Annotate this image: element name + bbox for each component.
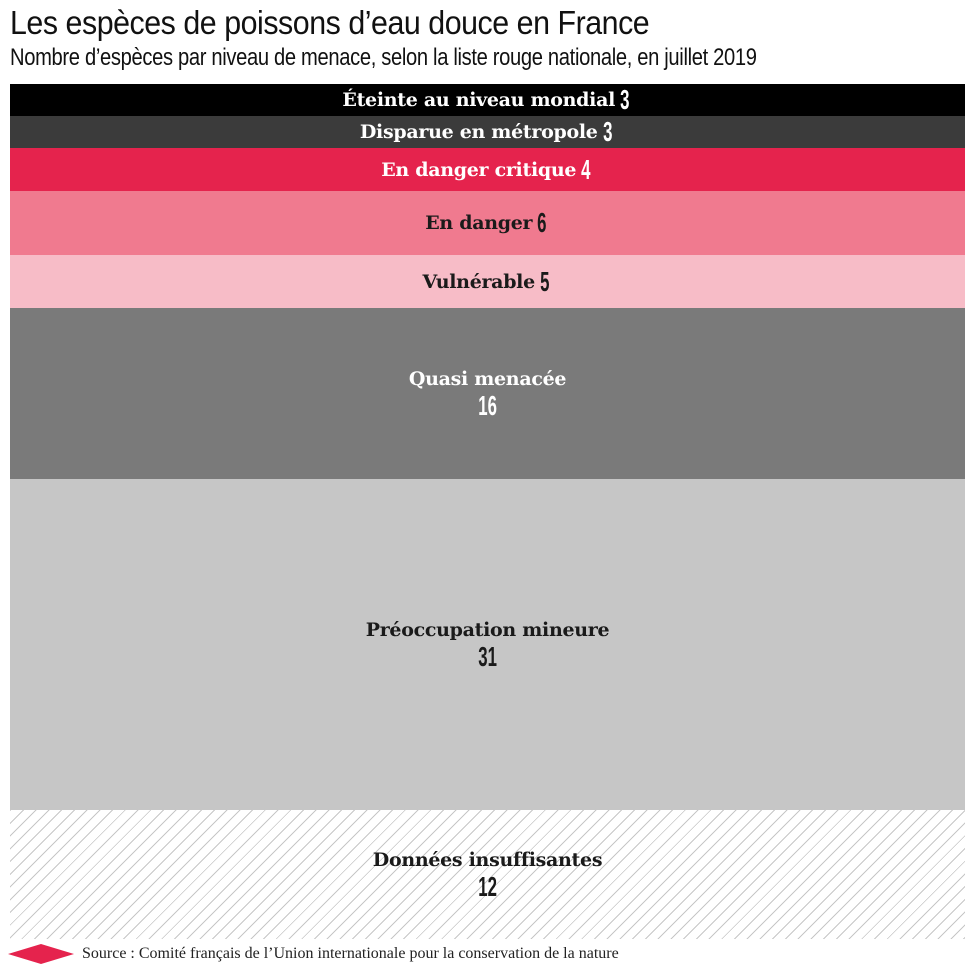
bar-segment: Préoccupation mineure 31 <box>10 479 965 810</box>
bar-segment: Quasi menacée 16 <box>10 308 965 479</box>
bar-segment-value: 3 <box>620 84 630 115</box>
bar-segment-label: Vulnérable <box>422 270 536 293</box>
stacked-bar-chart: Éteinte au niveau mondial 3 Disparue en mé… <box>10 84 965 939</box>
bar-segment-label: En danger critique <box>381 158 577 181</box>
bar-segment-label: Préoccupation mineure <box>365 618 610 641</box>
bar-segment-value: 5 <box>540 265 550 297</box>
bar-segment: Données insuffisantes 12 <box>10 810 965 939</box>
bar-segment: Disparue en métropole 3 <box>10 116 965 148</box>
bar-segment-value: 12 <box>478 870 497 902</box>
bar-segment-value: 31 <box>478 640 497 672</box>
bar-segment-label: Données insuffisantes <box>372 848 603 871</box>
chart-title: Les espèces de poissons d’eau douce en F… <box>10 4 650 41</box>
bar-segment-value: 6 <box>537 207 547 238</box>
bar-segment-label: Éteinte au niveau mondial <box>342 89 616 111</box>
bar-segment: Éteinte au niveau mondial 3 <box>10 84 965 116</box>
source-row: Source : Comité français de l’Union inte… <box>8 942 619 966</box>
bar-segment-label: Disparue en métropole <box>359 121 598 143</box>
bar-segment-label: Quasi menacée <box>408 367 567 390</box>
bar-segment-value: 16 <box>478 389 497 421</box>
bar-segment-value: 3 <box>602 116 612 147</box>
bar-segment-label: En danger <box>425 212 533 234</box>
diamond-logo-icon <box>8 944 74 964</box>
bar-segment: En danger 6 <box>10 191 965 255</box>
bar-segment: En danger critique 4 <box>10 148 965 191</box>
source-text: Source : Comité français de l’Union inte… <box>82 945 619 962</box>
chart-subtitle: Nombre d’espèces par niveau de menace, s… <box>10 44 757 71</box>
bar-segment-value: 4 <box>581 153 591 185</box>
bar-segment: Vulnérable 5 <box>10 255 965 308</box>
